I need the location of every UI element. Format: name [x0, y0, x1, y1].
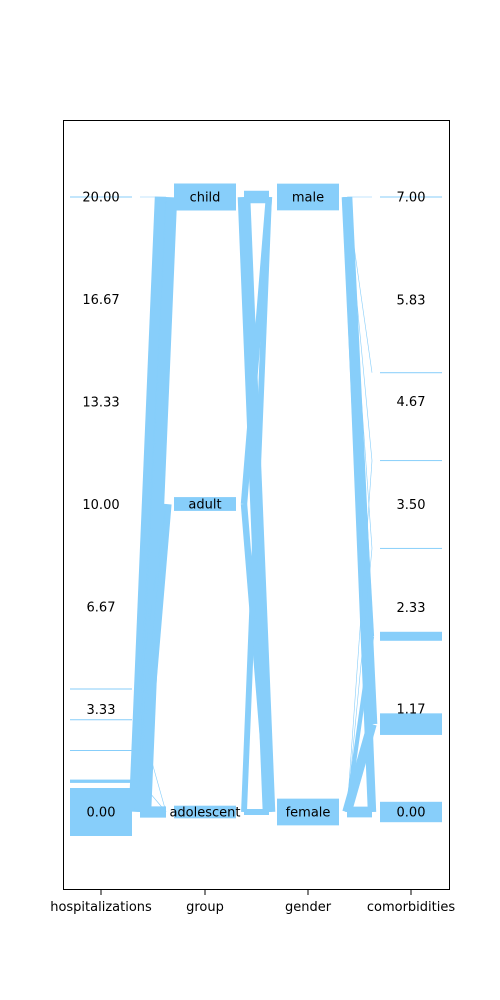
flow-hospitalizations-group-5	[139, 781, 167, 813]
comorbidities-tick-label: 7.00	[397, 191, 426, 206]
category-bar-layer	[70, 183, 442, 836]
hospitalizations-tick-label: 3.33	[87, 703, 116, 718]
gender-category-label-male: male	[292, 191, 324, 206]
gender-bar-female	[277, 798, 339, 826]
comorbidities-tick-label: 3.50	[397, 498, 426, 513]
x-axis-label-gender: gender	[285, 900, 332, 915]
comorbidities-bar-2	[380, 631, 442, 641]
hospitalizations-tick-label: 6.67	[87, 600, 116, 615]
comorbidities-tick-label: 5.83	[397, 293, 426, 308]
comorbidities-bar-7	[380, 196, 442, 198]
flow-hospitalizations-group-9	[139, 719, 167, 813]
hospitalizations-bar-4	[70, 688, 132, 690]
comorbidities-tick-label: 4.67	[397, 395, 426, 410]
group-category-label-adolescent: adolescent	[169, 806, 240, 821]
plot-frame	[63, 120, 450, 890]
hospitalizations-tick-label: 10.00	[82, 498, 119, 513]
hospitalizations-bar-2	[70, 750, 132, 751]
comorbidities-tick-label: 2.33	[397, 601, 426, 616]
comorbidities-tick-label: 0.00	[397, 806, 426, 821]
hospitalizations-tick-label: 0.00	[87, 806, 116, 821]
flow-hospitalizations-group-10	[139, 196, 167, 690]
comorbidities-bar-3	[380, 547, 442, 549]
flow-gender-comorbidities-9	[344, 635, 375, 813]
flow-hospitalizations-group-11	[139, 503, 167, 690]
flow-group-gender-3	[240, 503, 273, 813]
hospitalizations-bar-1	[70, 779, 132, 783]
gender-category-label-female: female	[286, 806, 331, 821]
group-bar-adult	[174, 497, 236, 511]
flow-gender-comorbidities-10	[346, 548, 373, 813]
flow-layer	[128, 190, 378, 818]
gender-bar-male	[277, 183, 339, 211]
group-bar-child	[174, 183, 236, 211]
comorbidities-tick-label: 1.17	[397, 703, 426, 718]
comorbidities-bar-4	[380, 460, 442, 462]
x-axis-label-hospitalizations: hospitalizations	[50, 900, 152, 915]
flow-gender-comorbidities-3	[346, 196, 373, 549]
hospitalizations-tick-label: 16.67	[82, 293, 119, 308]
flow-gender-comorbidities-4	[346, 196, 373, 461]
label-layer: 20.00 16.67 13.33 10.00 6.67 3.33 0.00 child adu…	[82, 191, 425, 821]
flow-gender-comorbidities-5	[346, 196, 373, 373]
flow-gender-comorbidities-11	[346, 460, 373, 813]
comorbidities-bar-1	[380, 713, 442, 735]
hospitalizations-bar-3	[70, 719, 132, 721]
group-category-label-adult: adult	[188, 498, 221, 513]
hospitalizations-tick-label: 20.00	[82, 191, 119, 206]
hospitalizations-bar-0	[70, 788, 132, 836]
flow-hospitalizations-group-7	[139, 503, 167, 751]
flow-gender-comorbidities-2	[344, 196, 375, 637]
hospitalizations-bar-20	[70, 196, 132, 198]
comorbidities-bar-5	[380, 372, 442, 374]
hospitalizations-tick-label: 13.33	[82, 396, 119, 411]
x-axis: hospitalizations group gender comorbidities	[50, 890, 455, 915]
x-axis-label-comorbidities: comorbidities	[367, 900, 455, 915]
group-bar-adolescent	[174, 805, 236, 819]
flow-group-gender-4	[241, 196, 272, 813]
group-category-label-child: child	[190, 191, 221, 206]
comorbidities-bar-0	[380, 801, 442, 823]
x-axis-label-group: group	[186, 900, 224, 915]
